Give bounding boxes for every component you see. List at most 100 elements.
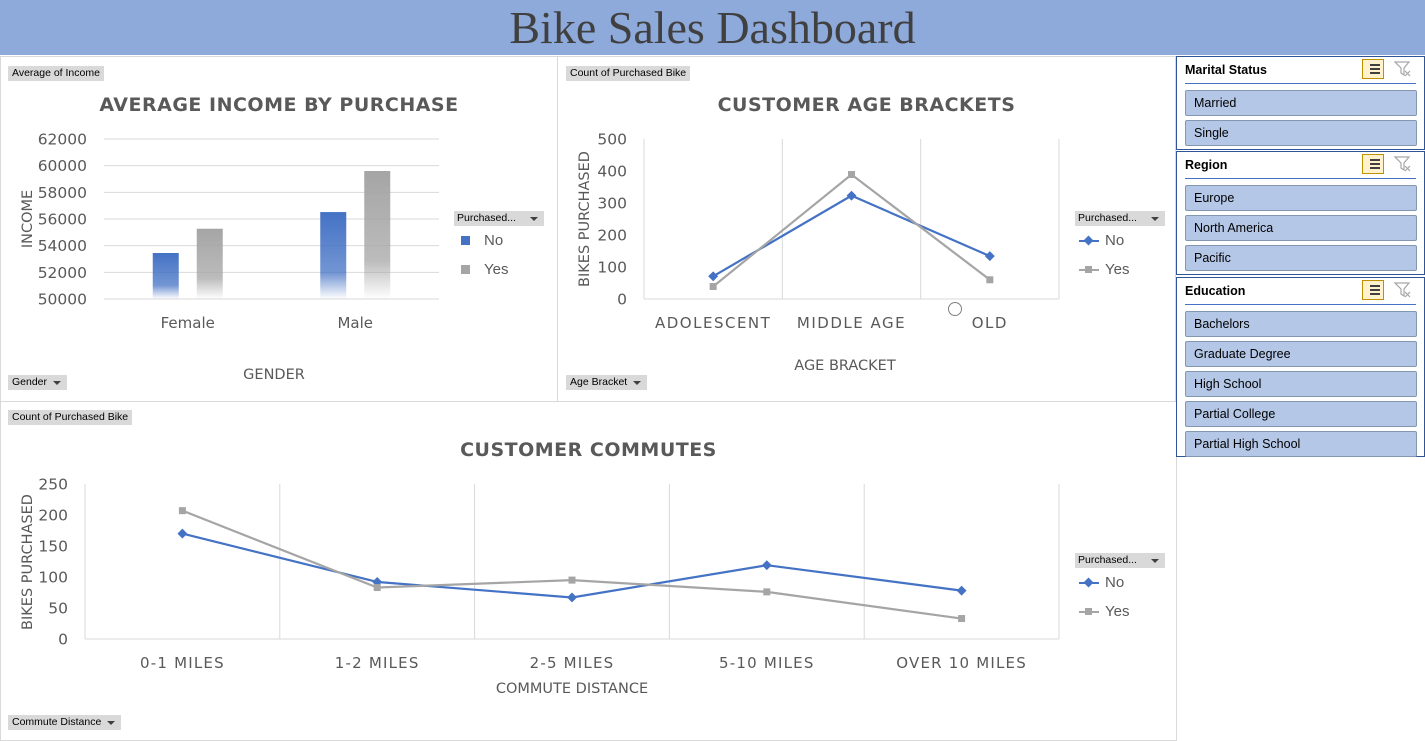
income-chart-svg: 62000 60000 58000 56000 54000 52000 50000 Femal… bbox=[20, 131, 439, 383]
axis-field-button[interactable]: Gender bbox=[8, 375, 68, 390]
point-marker-yes bbox=[178, 507, 186, 515]
axis-field-button[interactable]: Age Bracket bbox=[566, 375, 648, 390]
series-line-no bbox=[182, 532, 962, 599]
y-tick-label: 250 bbox=[38, 476, 68, 494]
y-tick-label: 200 bbox=[38, 507, 68, 525]
legend-label: No bbox=[484, 232, 504, 249]
clear-filter-icon[interactable] bbox=[1394, 281, 1412, 299]
axis-field-button[interactable]: Commute Distance bbox=[8, 715, 122, 730]
chart-legend: Purchased... No Yes bbox=[1075, 553, 1165, 626]
y-axis-title: INCOME bbox=[20, 190, 36, 248]
y-tick-label: 0 bbox=[617, 291, 627, 309]
slicer-marital-status: Marital Status Married Single bbox=[1176, 56, 1425, 150]
point-marker-no bbox=[761, 560, 772, 571]
legend-swatch bbox=[461, 265, 470, 274]
slicer-item-married[interactable]: Married bbox=[1185, 90, 1417, 116]
chart-legend: Purchased... No Yes bbox=[454, 211, 544, 284]
age-chart-panel[interactable]: Count of Purchased Bike CUSTOMER AGE BRA… bbox=[557, 56, 1176, 402]
point-marker-no bbox=[177, 528, 188, 539]
y-tick-label: 300 bbox=[597, 195, 627, 213]
legend-label: No bbox=[1105, 574, 1125, 591]
y-tick-label: 54000 bbox=[38, 237, 87, 255]
clear-filter-icon[interactable] bbox=[1394, 60, 1412, 78]
slicer-item-partial-college[interactable]: Partial College bbox=[1185, 401, 1417, 427]
point-marker-no bbox=[956, 585, 967, 596]
y-tick-label: 0 bbox=[58, 631, 68, 649]
x-axis-title: COMMUTE DISTANCE bbox=[496, 681, 648, 697]
legend-swatch bbox=[461, 236, 470, 245]
value-field-button[interactable]: Count of Purchased Bike bbox=[566, 66, 691, 81]
legend-item-no: No bbox=[1075, 226, 1165, 255]
x-tick-label: 1-2 MILES bbox=[335, 654, 420, 672]
age-chart-svg: 500 400 300 200 100 0 ADOLESCENT MIDDLE AGE OLD A… bbox=[577, 131, 1060, 374]
legend-item-yes: Yes bbox=[1075, 597, 1165, 626]
legend-item-yes: Yes bbox=[454, 255, 544, 284]
series-line-no bbox=[712, 194, 991, 278]
x-tick-label: ADOLESCENT bbox=[655, 314, 771, 332]
slicer-title: Region bbox=[1185, 158, 1228, 172]
legend-label: Yes bbox=[1105, 603, 1130, 620]
slicer-item-north-america[interactable]: North America bbox=[1185, 215, 1417, 241]
legend-label: Yes bbox=[1105, 261, 1130, 278]
y-tick-label: 100 bbox=[38, 569, 68, 587]
legend-filter-button[interactable]: Purchased... bbox=[1075, 211, 1165, 226]
y-tick-label: 62000 bbox=[38, 131, 87, 149]
slicer-item-graduate-degree[interactable]: Graduate Degree bbox=[1185, 341, 1417, 367]
bar-yes bbox=[364, 171, 391, 299]
point-marker-no bbox=[984, 251, 995, 262]
y-axis-title: BIKES PURCHASED bbox=[577, 151, 593, 287]
point-marker-yes bbox=[373, 584, 381, 592]
slicer-region: Region Europe North America Pacific bbox=[1176, 151, 1425, 275]
y-tick-label: 56000 bbox=[38, 211, 87, 229]
x-tick-label: 5-10 MILES bbox=[719, 654, 815, 672]
x-tick-label: OLD bbox=[972, 314, 1008, 332]
clear-filter-icon[interactable] bbox=[1394, 155, 1412, 173]
bar-no bbox=[320, 212, 347, 299]
multi-select-icon[interactable] bbox=[1362, 154, 1384, 174]
point-marker-yes bbox=[709, 283, 717, 291]
point-marker-yes bbox=[763, 588, 771, 596]
x-tick-label: 2-5 MILES bbox=[530, 654, 615, 672]
dashboard-header: Bike Sales Dashboard bbox=[0, 0, 1425, 55]
chart-legend: Purchased... No Yes bbox=[1075, 211, 1165, 284]
bar-no bbox=[152, 253, 179, 299]
chart-title: AVERAGE INCOME BY PURCHASE bbox=[99, 94, 459, 116]
multi-select-icon[interactable] bbox=[1362, 280, 1384, 300]
x-axis-title: GENDER bbox=[243, 367, 305, 383]
x-tick-label: Male bbox=[337, 314, 373, 332]
legend-filter-button[interactable]: Purchased... bbox=[1075, 553, 1165, 568]
y-tick-label: 150 bbox=[38, 538, 68, 556]
point-marker-yes bbox=[568, 576, 576, 584]
y-tick-label: 58000 bbox=[38, 184, 87, 202]
square-marker-icon bbox=[1085, 266, 1092, 273]
point-marker-yes bbox=[958, 615, 966, 623]
y-tick-label: 50 bbox=[48, 600, 68, 618]
y-tick-label: 60000 bbox=[38, 157, 87, 175]
slicer-item-high-school[interactable]: High School bbox=[1185, 371, 1417, 397]
diamond-marker-icon bbox=[1083, 235, 1094, 246]
slicer-item-pacific[interactable]: Pacific bbox=[1185, 245, 1417, 271]
slicer-item-europe[interactable]: Europe bbox=[1185, 185, 1417, 211]
legend-filter-button[interactable]: Purchased... bbox=[454, 211, 544, 226]
multi-select-icon[interactable] bbox=[1362, 59, 1384, 79]
slicer-item-partial-high-school[interactable]: Partial High School bbox=[1185, 431, 1417, 457]
cursor-circle-icon bbox=[948, 302, 962, 316]
point-marker-no bbox=[708, 271, 719, 282]
income-chart-panel[interactable]: Average of Income AVERAGE INCOME BY PURC… bbox=[0, 56, 558, 402]
value-field-button[interactable]: Average of Income bbox=[8, 66, 104, 81]
slicer-item-bachelors[interactable]: Bachelors bbox=[1185, 311, 1417, 337]
x-tick-label: 0-1 MILES bbox=[140, 654, 225, 672]
dashboard-title: Bike Sales Dashboard bbox=[509, 2, 916, 53]
slicer-item-single[interactable]: Single bbox=[1185, 120, 1417, 146]
point-marker-yes bbox=[848, 171, 855, 179]
chart-title: CUSTOMER COMMUTES bbox=[460, 439, 717, 461]
y-tick-label: 400 bbox=[597, 163, 627, 181]
slicer-education: Education Bachelors Graduate Degree High… bbox=[1176, 277, 1425, 457]
square-marker-icon bbox=[1085, 608, 1092, 615]
chart-title: CUSTOMER AGE BRACKETS bbox=[717, 94, 1016, 116]
value-field-button[interactable]: Count of Purchased Bike bbox=[8, 410, 133, 425]
bar-yes bbox=[196, 228, 223, 299]
commute-chart-svg: 250 200 150 100 50 0 0-1 MILES 1-2 MILES 2-5 MIL… bbox=[20, 476, 1060, 697]
commute-chart-panel[interactable]: Count of Purchased Bike CUSTOMER COMMUTE… bbox=[0, 401, 1177, 741]
y-tick-label: 500 bbox=[597, 131, 627, 149]
